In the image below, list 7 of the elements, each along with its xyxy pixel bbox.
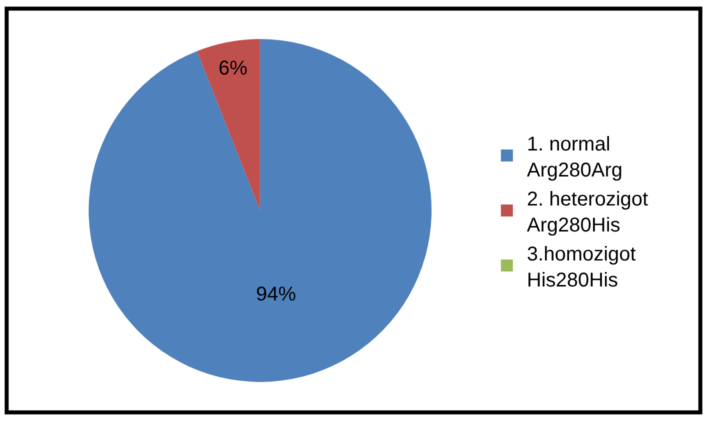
data-label: 6%: [218, 58, 248, 80]
pie-slice: [88, 39, 432, 382]
legend-label: 1. normal Arg280Arg: [526, 133, 623, 182]
pie-slice: [197, 39, 260, 210]
legend-label: 2. heterozigot Arg280His: [526, 188, 649, 236]
legend-label: 3.homozigot His280His: [526, 243, 636, 292]
data-label: 94%: [256, 284, 296, 306]
